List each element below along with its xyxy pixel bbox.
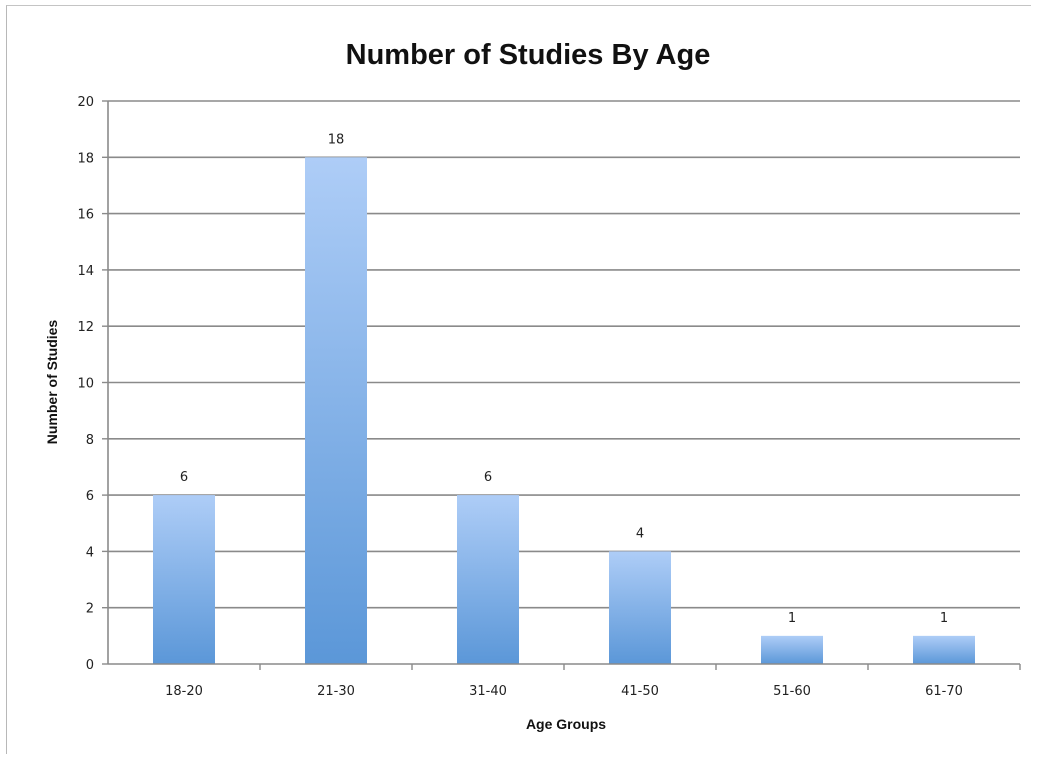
y-tick-label: 10 (77, 377, 94, 392)
y-tick-label: 12 (77, 320, 94, 335)
x-tick-label-21-30: 21-30 (317, 684, 355, 699)
data-label-31-40: 6 (484, 470, 492, 485)
bar-51-60 (761, 635, 823, 664)
y-tick-label: 4 (86, 545, 94, 560)
data-label-18-20: 6 (180, 470, 188, 485)
y-tick-label: 8 (86, 433, 94, 448)
x-axis-label: Age Groups (526, 716, 606, 732)
data-labels: 6 18 6 4 1 1 (180, 132, 948, 626)
x-tick-label-61-70: 61-70 (925, 684, 963, 699)
y-tick-label: 20 (77, 95, 94, 110)
x-tick-label-18-20: 18-20 (165, 684, 203, 699)
x-tick-label-41-50: 41-50 (621, 684, 659, 699)
x-axis-ticks: 18-20 21-30 31-40 41-50 51-60 61-70 (165, 664, 1021, 699)
y-tick-label: 0 (86, 658, 94, 673)
gridlines (108, 100, 1020, 609)
x-tick-label-31-40: 31-40 (469, 684, 507, 699)
chart-title: Number of Studies By Age (346, 39, 711, 71)
y-tick-label: 16 (77, 208, 94, 223)
y-axis-ticks: 0 2 4 6 8 10 12 14 16 18 20 (77, 95, 108, 673)
bar-21-30 (305, 157, 367, 665)
data-label-61-70: 1 (940, 611, 948, 626)
data-label-51-60: 1 (788, 611, 796, 626)
y-tick-label: 14 (77, 264, 94, 279)
x-tick-label-51-60: 51-60 (773, 684, 811, 699)
bar-18-20 (153, 495, 215, 664)
y-axis-label: Number of Studies (44, 320, 60, 445)
y-tick-label: 2 (86, 602, 94, 617)
bar-41-50 (609, 551, 671, 664)
bar-61-70 (913, 635, 975, 664)
y-tick-label: 6 (86, 489, 94, 504)
bar-31-40 (457, 495, 519, 664)
bars (153, 157, 975, 665)
data-label-21-30: 18 (328, 132, 345, 147)
data-label-41-50: 4 (636, 526, 644, 541)
y-tick-label: 18 (77, 151, 94, 166)
